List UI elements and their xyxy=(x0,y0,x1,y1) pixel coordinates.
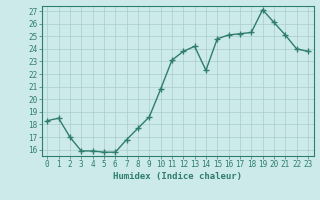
X-axis label: Humidex (Indice chaleur): Humidex (Indice chaleur) xyxy=(113,172,242,181)
